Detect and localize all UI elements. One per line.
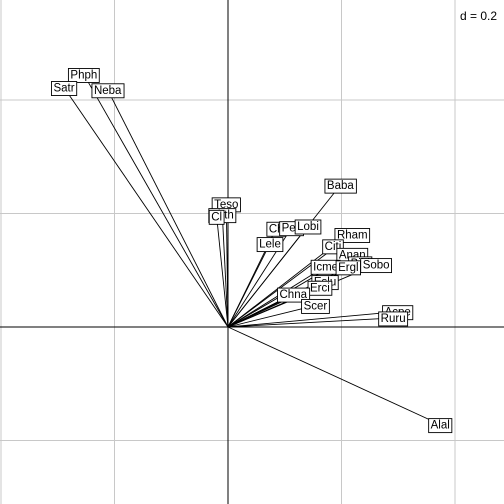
label-text-alal: Alal (431, 420, 450, 432)
label-text-lele: Lele (259, 239, 281, 251)
arrow-alal (227, 326, 440, 425)
arrow-teso (226, 204, 228, 328)
arrow-neba (108, 90, 229, 328)
point-label-lobi: Lobi (294, 219, 322, 235)
label-text-lobi: Lobi (297, 221, 319, 233)
point-labels: PhphSatrNebaBabaTesoThthClChPeflLobiLele… (50, 68, 453, 434)
point-label-lele: Lele (256, 237, 284, 253)
arrow-scer (227, 305, 315, 328)
label-text-ruru: Ruru (381, 313, 406, 325)
arrow-satr (64, 88, 229, 328)
label-text-cl: Cl (211, 211, 222, 223)
label-box (256, 237, 284, 253)
label-box (301, 298, 330, 314)
point-label-cl: Cl (208, 209, 225, 225)
label-text-chna: Chna (280, 289, 308, 301)
label-box (334, 228, 371, 243)
point-label-alal: Alal (428, 418, 453, 434)
arrow-thth (222, 215, 229, 328)
label-text-erci: Erci (310, 282, 330, 294)
label-text-teso: Teso (214, 199, 238, 211)
label-text-icme: Icme (313, 261, 338, 273)
label-text-baba: Baba (327, 180, 354, 192)
point-label-rham: Rham (334, 228, 371, 243)
arrows (64, 74, 440, 424)
label-box (360, 258, 392, 274)
point-label-phph: Phph (67, 68, 100, 83)
label-text-neba: Neba (94, 85, 122, 97)
label-text-rham: Rham (337, 229, 368, 241)
point-label-ruru: Ruru (378, 311, 409, 327)
arrow-icme (227, 266, 326, 328)
point-label-ergl: Ergl (335, 260, 361, 276)
label-box (91, 83, 125, 99)
label-text-phph: Phph (70, 69, 97, 81)
point-label-satr: Satr (50, 81, 78, 96)
point-label-chna: Chna (277, 287, 311, 303)
point-label-scer: Scer (301, 298, 330, 314)
label-text-scer: Scer (304, 300, 328, 312)
point-label-erci: Erci (307, 280, 333, 296)
arrow-cl (217, 216, 229, 328)
point-label-icme: Icme (310, 259, 341, 275)
arrow-lobi (227, 226, 308, 328)
label-text-sobo: Sobo (363, 260, 390, 272)
arrow-citi (227, 246, 333, 328)
label-box (277, 287, 311, 303)
label-box (428, 418, 453, 434)
arrow-phph (84, 74, 229, 328)
label-box (208, 209, 225, 225)
label-box (378, 311, 409, 327)
label-text-satr: Satr (53, 83, 74, 95)
arrow-ruru (227, 318, 393, 328)
label-box (324, 178, 357, 194)
label-box (294, 219, 322, 235)
label-text-ergl: Ergl (338, 262, 358, 274)
point-label-neba: Neba (91, 83, 125, 99)
arrow-lele (227, 244, 270, 328)
point-label-baba: Baba (324, 178, 357, 194)
label-box (67, 68, 100, 83)
grid-scale-label: d = 0.2 (460, 9, 497, 23)
label-box (50, 81, 78, 96)
arrow-acpe (227, 312, 398, 328)
point-label-sobo: Sobo (360, 258, 392, 274)
